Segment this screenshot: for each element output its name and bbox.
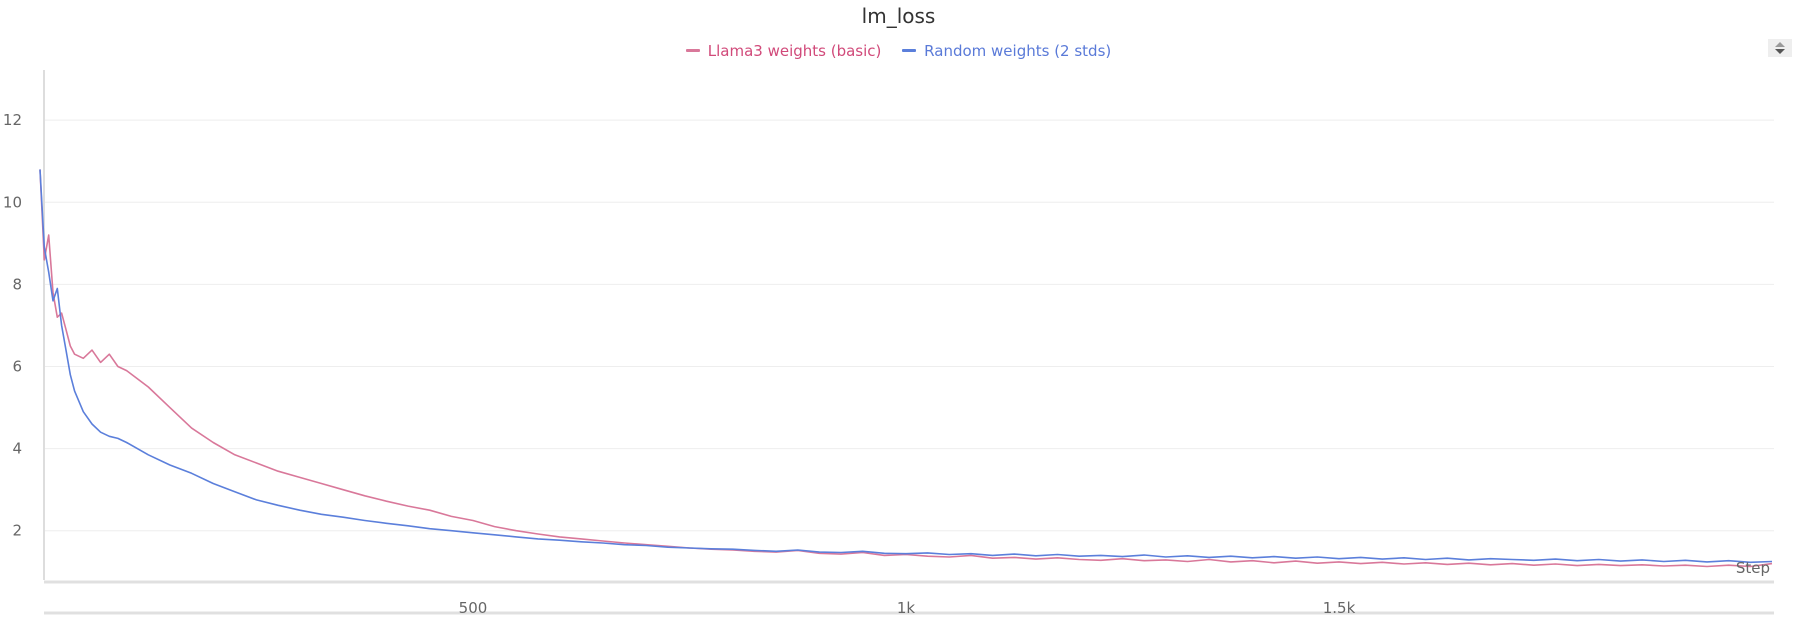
legend-swatch [685, 49, 700, 52]
legend-label: Llama3 weights (basic) [707, 41, 882, 60]
legend: Llama3 weights (basic) Random weights (2… [0, 38, 1797, 60]
x-tick-label: 1.5k [1323, 599, 1356, 617]
series-line-random-weights [39, 169, 1773, 564]
y-tick-label: 4 [12, 440, 22, 458]
y-tick-label: 10 [3, 193, 22, 211]
y-tick-label: 2 [12, 522, 22, 540]
sort-up-down-icon [1775, 42, 1785, 54]
legend-swatch [902, 49, 917, 52]
legend-label: Random weights (2 stds) [924, 41, 1112, 60]
y-tick-label: 6 [12, 358, 22, 376]
x-tick-label: 1k [897, 599, 916, 617]
legend-item-llama3[interactable]: Llama3 weights (basic) [685, 41, 882, 60]
x-tick-label: 500 [459, 599, 488, 617]
y-tick-label: 12 [3, 111, 22, 129]
sort-button[interactable] [1768, 39, 1792, 57]
chart-title: lm_loss [861, 4, 936, 28]
x-axis-label: Step [1736, 559, 1770, 577]
series-line-llama3-weights [39, 169, 1773, 568]
y-tick-label: 8 [12, 275, 22, 293]
legend-item-random[interactable]: Random weights (2 stds) [902, 42, 1111, 60]
